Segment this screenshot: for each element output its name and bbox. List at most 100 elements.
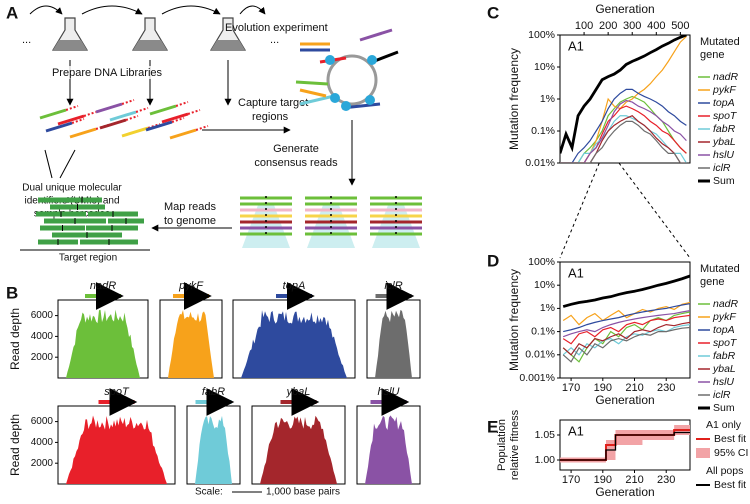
x-axis-label: Generation (595, 485, 654, 499)
coverage (66, 309, 140, 378)
gene-label: fabR (202, 386, 225, 398)
y-tick-label: 4000 (31, 437, 54, 448)
x-tick-label: 170 (562, 382, 580, 394)
y-tick-label: 2000 (31, 352, 54, 363)
read-tail (175, 101, 189, 107)
gene-label: topA (283, 280, 306, 292)
y-tick-label: 1.05 (535, 429, 556, 441)
series-line (562, 324, 690, 356)
legend-title: All pops (706, 465, 743, 477)
y-tick-label: 1.00 (535, 454, 556, 466)
x-tick-label: 200 (599, 20, 617, 32)
legend-label: nadR (713, 298, 739, 310)
capture-ring (326, 54, 378, 106)
coverage (66, 415, 167, 484)
coverage (241, 310, 347, 378)
read-tail (65, 105, 79, 111)
coverage (365, 415, 412, 484)
capture-label: Capture target (238, 97, 308, 109)
read (109, 110, 137, 122)
legend-label: ybaL (712, 363, 736, 375)
legend-label: ybaL (712, 136, 736, 148)
series-line (560, 88, 687, 163)
read (121, 126, 149, 138)
series-line (560, 36, 687, 163)
zoom-connector (618, 162, 691, 259)
y-tick-label: 4000 (31, 331, 54, 342)
capture-label: regions (252, 111, 289, 123)
legend-label: pykF (712, 311, 736, 323)
legend-label: fabR (713, 123, 736, 135)
y-tick-label: 1% (540, 302, 555, 314)
capture-read (359, 28, 393, 42)
panel-label: D (487, 251, 499, 270)
map-label: to genome (164, 215, 216, 227)
bead (330, 93, 340, 103)
legend-label: iclR (713, 389, 731, 401)
gene-label: ybaL (286, 386, 311, 398)
y-tick-label: 0.1% (531, 125, 555, 137)
read-tail (125, 115, 139, 121)
pointer (44, 149, 53, 179)
legend-label: hslU (713, 149, 734, 161)
gene-label: nadR (90, 280, 116, 292)
series-line (560, 120, 687, 163)
legend-label: Best fit (714, 479, 746, 491)
gene-label: hslU (377, 386, 399, 398)
legend-label: Sum (713, 175, 735, 187)
read-tail (187, 109, 201, 115)
lines (562, 274, 690, 363)
read-tail (83, 111, 97, 117)
legend-label: spoT (713, 337, 738, 349)
lines (560, 35, 687, 163)
capture-read (295, 80, 329, 86)
legend-label: topA (713, 324, 735, 336)
legend-label: nadR (713, 71, 739, 83)
read-tail (121, 99, 135, 105)
prepare-label: Prepare DNA Libraries (52, 67, 163, 79)
legend-label: pykF (712, 84, 736, 96)
read (39, 108, 67, 120)
coverage (168, 310, 214, 378)
x-tick-label: 190 (594, 474, 612, 486)
pointer (59, 149, 76, 179)
legend-title: Mutated (700, 36, 740, 48)
map-label: Map reads (164, 201, 216, 213)
gene-label: iclR (384, 280, 402, 292)
y-tick-label: 2000 (31, 458, 54, 469)
panel-label: B (6, 283, 18, 302)
y-tick-label: 0.01% (525, 349, 555, 361)
flask-liquid (133, 40, 167, 50)
read (45, 121, 73, 133)
y-axis-label: relative fitness (509, 409, 521, 480)
arrow (81, 5, 143, 15)
y-tick-label: 6000 (31, 416, 54, 427)
bead (325, 55, 335, 65)
bead (341, 101, 351, 111)
read (145, 120, 173, 132)
panel-label: A (6, 3, 18, 22)
read (69, 127, 97, 139)
read (169, 128, 197, 140)
plot-frame (559, 419, 691, 471)
read (57, 114, 85, 126)
capture-read (299, 94, 335, 106)
legend-label: 95% CI (714, 447, 748, 459)
x-tick-label: 170 (562, 474, 580, 486)
x-tick-label: 230 (657, 382, 675, 394)
evolution-label: Evolution experiment (225, 22, 328, 34)
series-line (563, 303, 690, 333)
chart-annotation: A1 (568, 265, 584, 280)
legend-label: Best fit (714, 433, 746, 445)
y-axis-label: Mutation frequency (507, 269, 521, 371)
coverage (195, 415, 232, 484)
ellipsis: ... (270, 34, 279, 46)
coverage (260, 415, 337, 484)
capture-read (299, 88, 327, 98)
zoom-connector (559, 162, 600, 259)
y-tick-label: 0.1% (531, 325, 555, 337)
label-bg (46, 66, 168, 79)
arrow (29, 5, 63, 15)
y-tick-label: 10% (534, 61, 555, 73)
